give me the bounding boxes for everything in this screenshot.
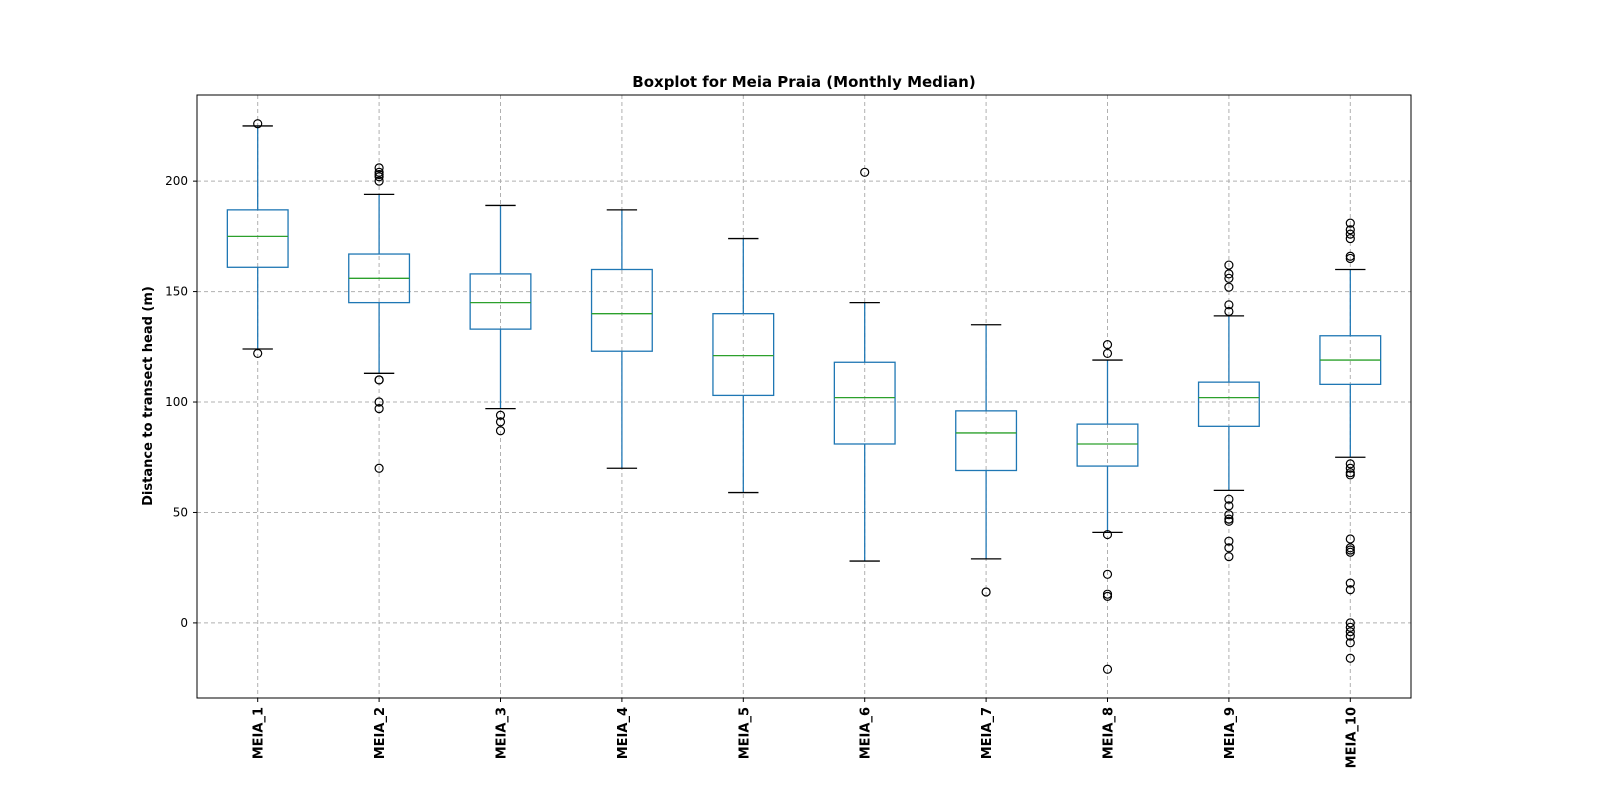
outlier-point [1345, 547, 1355, 557]
axis-layer: 0 50 100 150 200 MEIA_1 MEIA_2 MEIA_3 MEIA_4 MEIA… [165, 174, 1359, 768]
x-tick-label: MEIA_8 [1102, 707, 1117, 759]
outlier-point [1345, 638, 1355, 648]
box-group-meia-3 [469, 204, 532, 436]
box-group-meia-5 [712, 237, 775, 494]
x-tick-label: MEIA_2 [373, 707, 388, 759]
outlier-point [374, 397, 384, 407]
y-tick-label: 100 [165, 395, 188, 409]
outlier-point [1224, 306, 1234, 317]
x-tick-label: MEIA_10 [1344, 707, 1359, 768]
box-group-meia-1 [226, 119, 289, 359]
x-tick-label: MEIA_9 [1223, 707, 1238, 759]
outlier-point [374, 463, 384, 473]
x-tick-label: MEIA_7 [980, 707, 995, 759]
outlier-point [374, 375, 384, 385]
iqr-box [469, 273, 532, 330]
outlier-point [374, 176, 384, 186]
outlier-point [1345, 618, 1355, 628]
outlier-point [1224, 282, 1234, 292]
x-tick-label: MEIA_3 [495, 707, 510, 759]
outlier-point [1345, 631, 1355, 641]
outlier-point [1224, 494, 1234, 504]
box-group-meia-6 [833, 167, 896, 562]
x-tick-label: MEIA_1 [252, 707, 267, 759]
outlier-point [1345, 585, 1355, 595]
outlier-point [495, 417, 506, 427]
outlier-point [1345, 459, 1355, 469]
outlier-point [1224, 273, 1234, 283]
outlier-point [374, 163, 384, 173]
box-group-meia-7 [955, 324, 1018, 597]
plot-frame [196, 94, 1412, 699]
outlier-point [1224, 552, 1234, 562]
x-tick-label: MEIA_5 [737, 707, 752, 759]
outlier-point [860, 167, 870, 177]
y-tick-label: 150 [165, 285, 188, 299]
box-layer [226, 119, 1382, 674]
y-tick-label: 50 [173, 505, 188, 519]
box-group-meia-8 [1076, 339, 1139, 674]
box-group-meia-9 [1197, 260, 1260, 562]
iqr-box [833, 361, 896, 445]
outlier-point [1345, 534, 1355, 544]
outlier-point [981, 587, 991, 597]
outlier-point [1224, 260, 1234, 270]
box-group-meia-10 [1319, 218, 1382, 663]
outlier-point [1102, 529, 1113, 540]
x-tick-label: MEIA_6 [859, 707, 874, 759]
outlier-point [1224, 543, 1234, 553]
outlier-point [1345, 622, 1355, 632]
outlier-point [374, 404, 384, 414]
chart-title: Boxplot for Meia Praia (Monthly Median) [632, 73, 975, 91]
outlier-point [1102, 569, 1113, 579]
iqr-box [1197, 381, 1260, 427]
outlier-point [1345, 470, 1355, 480]
outlier-point [495, 410, 506, 420]
outlier-point [1345, 233, 1355, 244]
outlier-point [1224, 516, 1234, 526]
iqr-box [712, 313, 775, 397]
y-tick-label: 200 [165, 174, 188, 188]
outlier-point [253, 348, 263, 359]
iqr-box [1076, 423, 1139, 467]
outlier-point [1345, 218, 1355, 228]
outlier-point [1102, 348, 1113, 359]
outlier-point [1102, 664, 1113, 674]
outlier-point [1345, 229, 1355, 239]
box-group-meia-2 [348, 163, 411, 473]
outlier-point [1224, 300, 1234, 310]
outlier-point [1345, 653, 1355, 663]
outlier-point [1224, 269, 1234, 279]
outlier-point [1345, 578, 1355, 588]
outlier-point [1102, 591, 1113, 601]
outlier-point [1102, 339, 1113, 350]
y-axis-label: Distance to transect head (m) [141, 286, 156, 506]
outlier-point [1345, 463, 1355, 473]
x-tick-label: MEIA_4 [616, 707, 631, 759]
outlier-point [374, 172, 384, 182]
iqr-box [226, 209, 289, 268]
outlier-point [1224, 536, 1234, 546]
outlier-point [1345, 225, 1355, 235]
outlier-point [253, 119, 263, 129]
outlier-point [495, 426, 506, 436]
outlier-point [1224, 501, 1234, 511]
outlier-point [1345, 253, 1355, 264]
box-group-meia-4 [590, 209, 653, 469]
outlier-point [1345, 627, 1355, 637]
iqr-box [590, 268, 653, 352]
y-tick-label: 0 [180, 616, 188, 630]
outlier-point [1224, 510, 1234, 520]
iqr-box [955, 410, 1018, 472]
